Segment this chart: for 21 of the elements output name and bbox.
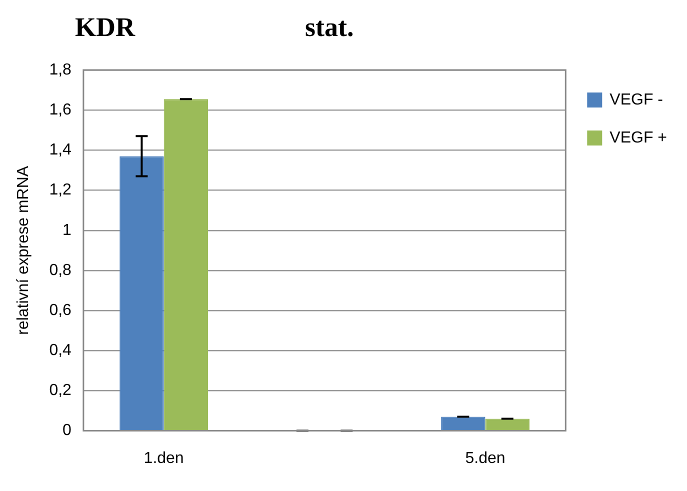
- y-axis-title: relativní exprese mRNA: [15, 166, 32, 335]
- y-tick-label: 1,6: [49, 101, 72, 118]
- x-tick-label: 1.den: [144, 450, 184, 467]
- chart-title: KDR: [75, 12, 135, 43]
- y-tick-label: 1: [62, 222, 72, 239]
- y-tick-label: 0: [62, 422, 72, 440]
- y-tick-label: 1,2: [49, 182, 72, 199]
- y-tick-label: 0,6: [49, 302, 72, 319]
- y-tick-label: 0,8: [49, 262, 72, 279]
- legend-label: VEGF -: [610, 91, 663, 108]
- y-tick-label: 1,8: [49, 61, 72, 78]
- y-tick-label: 1,4: [49, 142, 72, 159]
- bar: [441, 416, 486, 430]
- bar: [485, 418, 530, 430]
- bar: [164, 99, 208, 430]
- x-tick-label: 5.den: [465, 450, 506, 467]
- bar: [120, 156, 164, 430]
- y-tick-label: 0,4: [49, 342, 72, 360]
- legend-label: VEGF +: [610, 129, 668, 146]
- chart-subtitle: stat.: [305, 12, 354, 43]
- y-tick-label: 0,2: [49, 382, 72, 400]
